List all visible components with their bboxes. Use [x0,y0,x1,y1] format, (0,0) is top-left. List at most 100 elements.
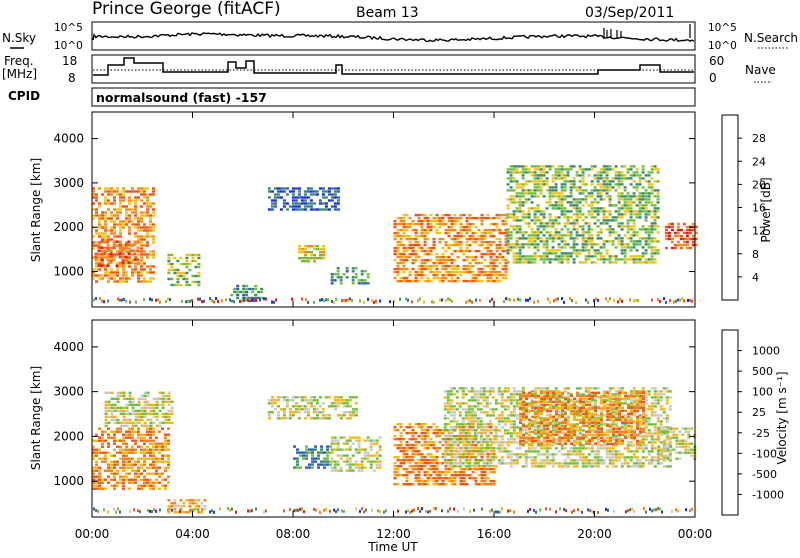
echo-cell [406,480,409,482]
echo-cell [561,252,564,254]
echo-cell [179,275,182,277]
echo-cell [657,168,660,170]
echo-cell [165,422,168,424]
echo-cell [451,280,454,282]
echo-cell [98,482,101,484]
echo-cell [576,198,579,200]
echo-cell [358,445,361,447]
echo-cell [337,469,340,471]
echo-cell [588,234,591,236]
echo-cell [107,208,110,210]
echo-cell [510,456,513,458]
echo-cell [113,455,116,457]
echo-cell [651,249,654,251]
echo-cell [409,471,412,473]
echo-cell [561,255,564,257]
echo-cell [481,268,484,270]
echo-cell [588,195,591,197]
echo-cell [537,453,540,455]
echo-cell [379,448,382,450]
echo-cell [101,253,104,255]
echo-cell [546,255,549,257]
echo-cell [107,256,110,258]
echo-cell [302,454,305,456]
echo-cell [564,387,567,389]
echo-cell [119,253,122,255]
echo-cell [152,250,155,252]
echo-cell [451,253,454,255]
echo-cell [579,459,582,461]
echo-cell [271,190,274,192]
echo-cell [561,189,564,191]
echo-cell [674,247,677,249]
echo-cell [570,165,573,167]
echo-cell [189,300,191,303]
echo-cell [310,199,313,201]
echo-cell [95,211,98,213]
echo-cell [173,257,176,259]
echo-cell [110,470,113,472]
echo-cell [567,210,570,212]
echo-cell [152,440,155,442]
echo-cell [307,251,310,253]
echo-cell [502,274,505,276]
echo-cell [146,440,149,442]
echo-cell [367,282,370,284]
echo-cell [295,411,298,413]
echo-cell [516,168,519,170]
echo-cell [412,223,415,225]
echo-cell [450,462,453,464]
echo-cell [537,186,540,188]
echo-cell [101,479,104,481]
echo-cell [122,253,125,255]
echo-cell [609,168,612,170]
echo-cell [630,210,633,212]
echo-cell [588,174,591,176]
echo-cell [516,390,519,392]
echo-cell [549,198,552,200]
echo-cell [433,262,436,264]
echo-cell [588,210,591,212]
echo-cell [421,459,424,461]
echo-cell [588,249,591,251]
echo-cell [418,220,421,222]
echo-cell [543,444,546,446]
echo-cell [436,450,439,452]
echo-cell [146,449,149,451]
echo-cell [137,467,140,469]
echo-cell [510,180,513,182]
echo-cell [531,207,534,209]
echo-cell [340,469,343,471]
echo-cell [451,265,454,267]
echo-cell [104,235,107,237]
echo-cell [480,447,483,449]
echo-cell [349,436,352,438]
echo-cell [516,261,519,263]
echo-cell [606,252,609,254]
echo-cell [677,244,680,246]
echo-cell [591,387,594,389]
echo-cell [143,277,146,279]
echo-cell [325,196,328,198]
echo-cell [571,299,573,302]
echo-cell [122,467,125,469]
echo-cell [513,387,516,389]
echo-cell [558,465,561,467]
echo-cell [453,456,456,458]
echo-cell [436,456,439,458]
echo-cell [636,234,639,236]
echo-cell [459,441,462,443]
echo-cell [286,396,289,398]
echo-cell [478,244,481,246]
echo-cell [627,246,630,248]
echo-cell [591,429,594,431]
echo-cell [489,423,492,425]
echo-cell [433,217,436,219]
echo-cell [442,253,445,255]
echo-cell [400,277,403,279]
echo-cell [534,252,537,254]
echo-cell [576,216,579,218]
echo-cell [451,238,454,240]
echo-cell [591,234,594,236]
echo-cell [140,274,143,276]
